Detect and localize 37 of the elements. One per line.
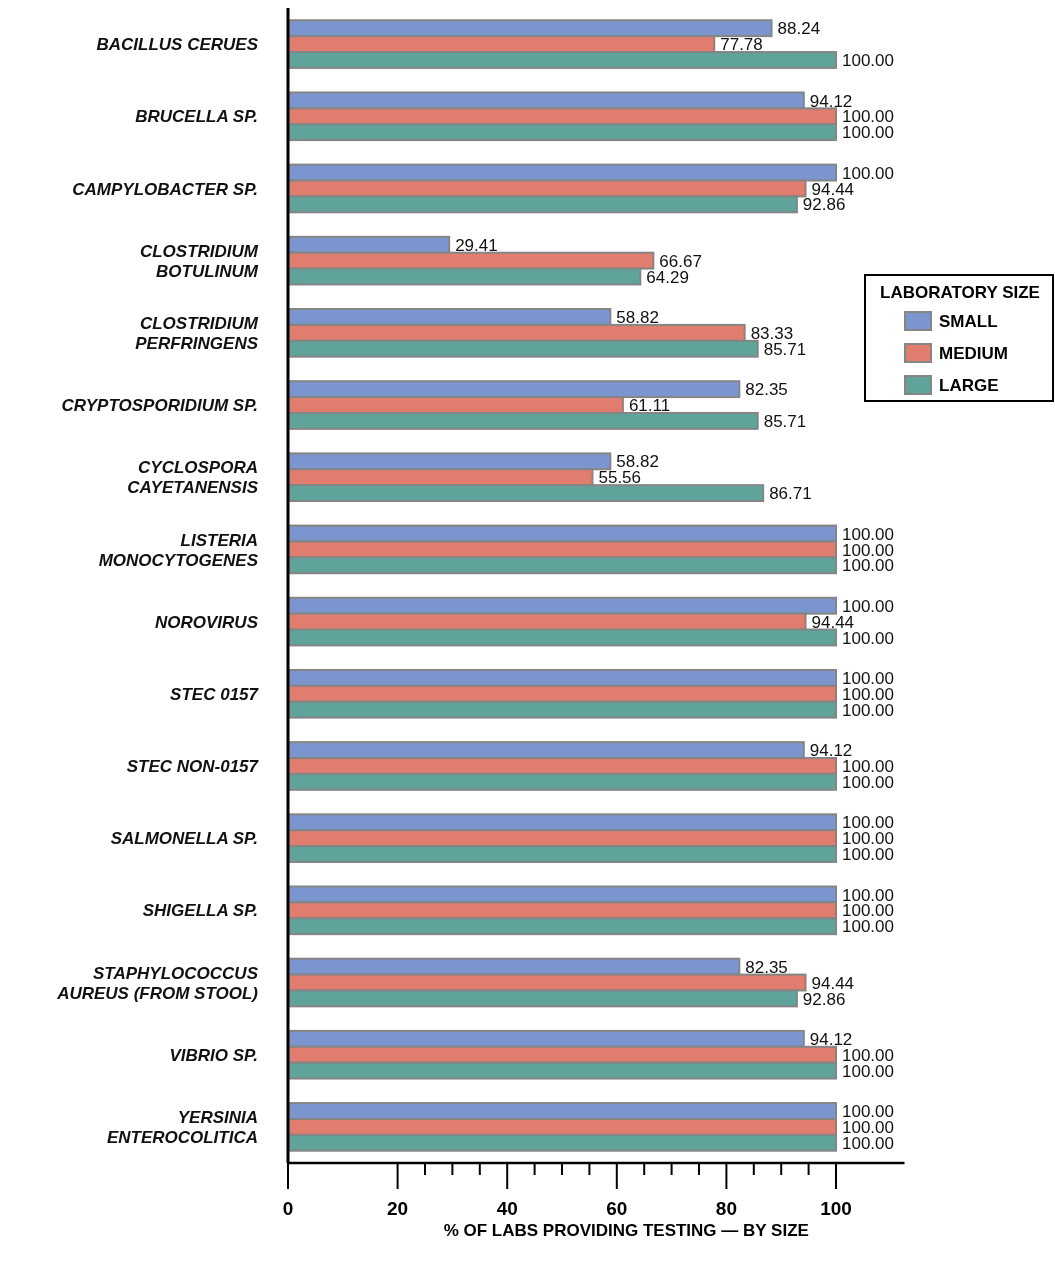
y-tick-label: CAMPYLOBACTER SP. [72, 179, 258, 199]
x-tick-label: 80 [715, 1198, 737, 1219]
y-tick-label: STAPHYLOCOCCUS AUREUS (FROM STOOL) [56, 963, 259, 1003]
x-tick-label: 0 [282, 1198, 294, 1219]
y-tick-label: CLOSTRIDIUM BOTULINUM [139, 241, 259, 281]
legend-label: LARGE [939, 376, 999, 396]
y-tick-label: CYCLOSPORA CAYETANENSIS [127, 458, 259, 498]
y-tick-label: BACILLUS CERUES [96, 35, 259, 55]
y-tick-label: SHIGELLA SP. [142, 901, 258, 921]
data-label: 86.71 [769, 484, 812, 504]
x-tick-label: 100 [820, 1198, 852, 1219]
y-tick-label: SALMONELLA SP. [110, 829, 258, 849]
legend-title: LABORATORY SIZE [880, 283, 1040, 303]
data-label: 88.24 [777, 19, 821, 39]
x-tick-label: 40 [496, 1198, 518, 1219]
x-tick-label: 20 [387, 1198, 409, 1219]
x-axis-title: % OF LABS PROVIDING TESTING — BY SIZE [443, 1221, 809, 1240]
legend-label: SMALL [939, 312, 998, 332]
data-label: 61.11 [628, 396, 671, 416]
x-tick-label: 60 [606, 1198, 628, 1219]
legend-label: MEDIUM [939, 344, 1008, 364]
y-tick-label: YERSINIA ENTEROCOLITICA [106, 1108, 258, 1148]
y-tick-label: BRUCELLA SP. [135, 107, 258, 127]
data-label: 77.78 [720, 35, 763, 55]
data-label: 100.00 [842, 51, 894, 71]
data-label: 82.35 [745, 380, 788, 400]
y-tick-label: STEC NON-0157 [126, 757, 260, 777]
y-tick-label: LISTERIA MONOCYTOGENES [98, 530, 259, 570]
y-tick-label: CLOSTRIDIUM PERFRINGENS [135, 313, 259, 353]
data-label: 29.41 [455, 235, 498, 255]
data-label: 58.82 [616, 308, 659, 328]
y-tick-label: VIBRIO SP. [169, 1045, 258, 1065]
y-tick-label: NOROVIRUS [155, 612, 259, 632]
y-tick-label: STEC 0157 [170, 684, 260, 704]
data-label: 85.71 [763, 412, 807, 432]
data-label: 82.35 [745, 957, 788, 977]
y-tick-label: CRYPTOSPORIDIUM SP. [61, 396, 258, 416]
